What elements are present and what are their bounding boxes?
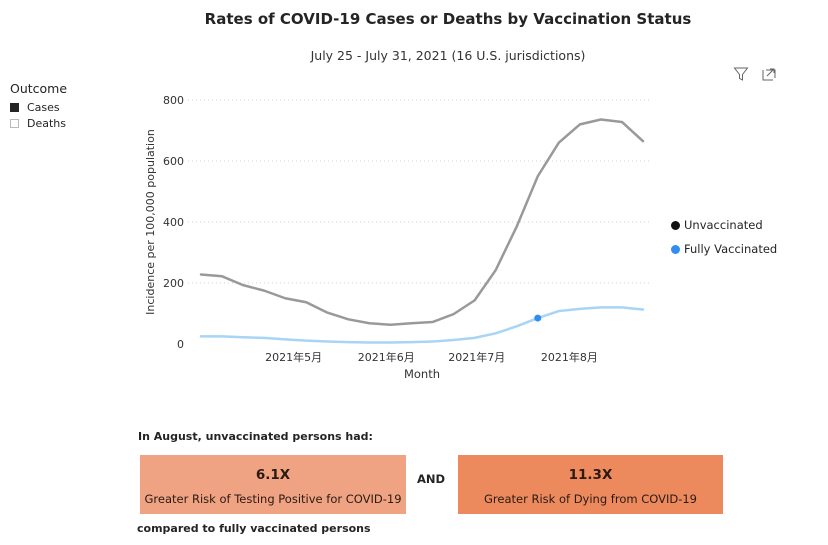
chart-subtitle: July 25 - July 31, 2021 (16 U.S. jurisdi… [310, 48, 586, 63]
outcome-legend-title: Outcome [10, 81, 68, 96]
x-tick-label-2: 2021年7月 [448, 350, 505, 364]
outcome-legend: Outcome Cases Deaths [10, 81, 67, 133]
series-line-unvaccinated [199, 118, 645, 327]
y-axis-label: Incidence per 100,000 population [144, 129, 157, 315]
legend-item-cases[interactable]: Cases [10, 101, 67, 114]
risk-value-cases: 6.1X [255, 467, 291, 483]
risk-label-cases: Greater Risk of Testing Positive for COV… [144, 492, 402, 506]
legend-label-deaths: Deaths [27, 117, 66, 130]
focus-mode-icon[interactable] [761, 66, 777, 82]
x-tick-label-3: 2021年8月 [541, 350, 598, 364]
highlight-point-fully-vaccinated [534, 314, 542, 322]
cases-swatch [10, 103, 19, 112]
summary-intro: In August, unvaccinated persons had: [138, 430, 373, 443]
y-tick-label-600: 600 [163, 155, 184, 168]
legend-label-fully-vaccinated: Fully Vaccinated [684, 242, 778, 256]
legend-item-deaths[interactable]: Deaths [10, 117, 67, 130]
risk-box-deaths: 11.3X Greater Risk of Dying from COVID-1… [458, 455, 723, 514]
filter-icon[interactable] [733, 66, 749, 82]
risk-box-cases: 6.1X Greater Risk of Testing Positive fo… [140, 455, 406, 514]
unvaccinated-legend-dot [671, 220, 680, 230]
fully-vaccinated-legend-dot [671, 244, 680, 254]
y-tick-label-800: 800 [163, 94, 184, 107]
y-tick-label-200: 200 [163, 277, 184, 290]
x-axis-label: Month [404, 367, 440, 381]
risk-value-deaths: 11.3X [568, 467, 613, 483]
x-tick-label-0: 2021年5月 [265, 350, 322, 364]
series-line-fully-vaccinated [199, 306, 645, 344]
legend-label-unvaccinated: Unvaccinated [684, 218, 763, 232]
summary-outro: compared to fully vaccinated persons [137, 522, 371, 535]
risk-label-deaths: Greater Risk of Dying from COVID-19 [483, 492, 697, 506]
legend-item-unvaccinated[interactable]: Unvaccinated [671, 218, 763, 232]
and-joiner: AND [416, 472, 446, 486]
legend-item-fully-vaccinated[interactable]: Fully Vaccinated [671, 242, 777, 256]
legend-label-cases: Cases [27, 101, 60, 114]
deaths-swatch [10, 119, 19, 128]
y-tick-label-400: 400 [163, 216, 184, 229]
chart-title: Rates of COVID-19 Cases or Deaths by Vac… [204, 10, 692, 28]
line-chart: 0 200 400 600 800 2021年5月 2021年6月 2021年7月 2021年8… [144, 94, 652, 381]
y-tick-label-0: 0 [177, 338, 184, 351]
x-tick-label-1: 2021年6月 [358, 350, 415, 364]
